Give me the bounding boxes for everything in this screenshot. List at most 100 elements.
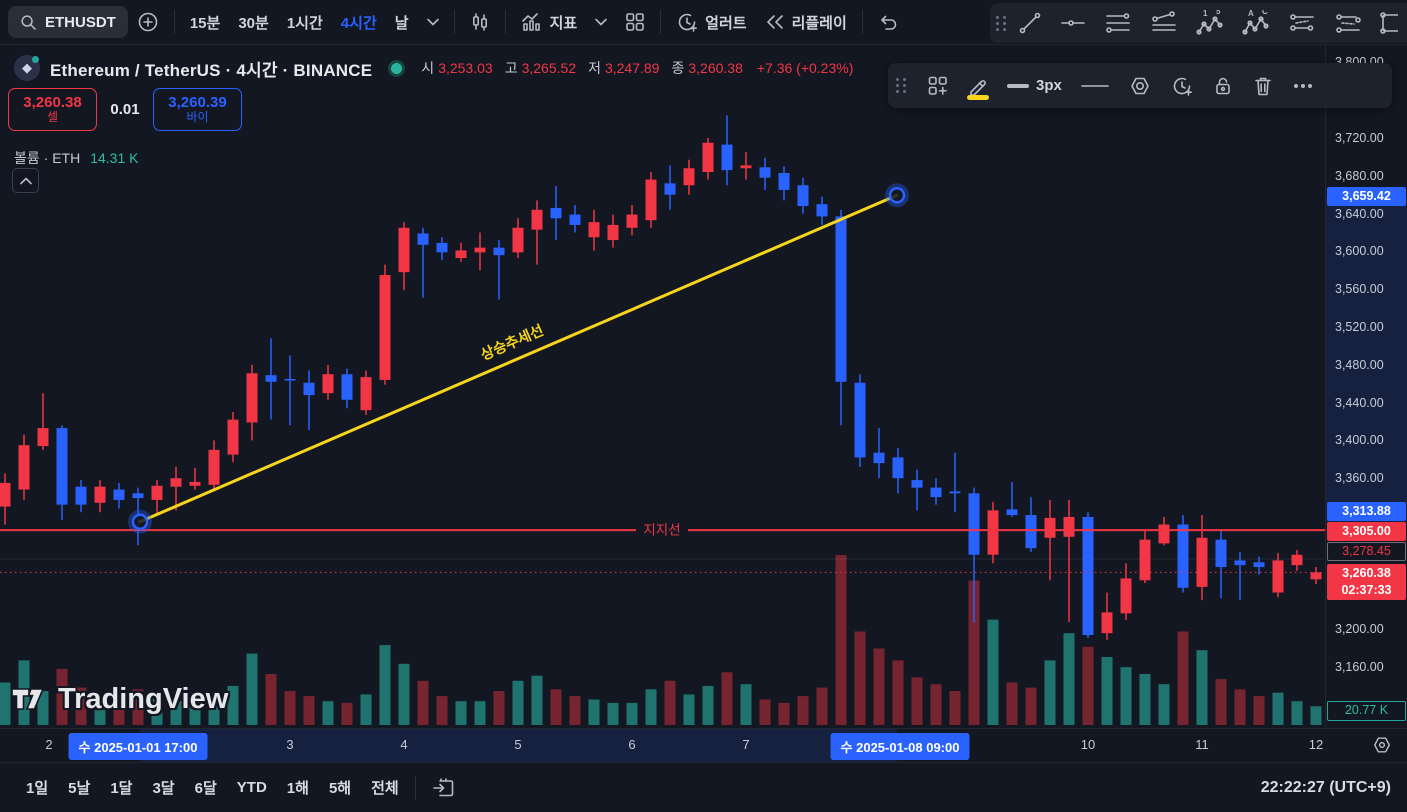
price-tick-label: 3,720.00 (1335, 131, 1384, 145)
flat-channel-tool[interactable] (1327, 6, 1369, 40)
price-axis[interactable]: 3,800.003,760.003,720.003,680.003,640.00… (1325, 45, 1407, 728)
drawing-template-button[interactable] (919, 68, 957, 104)
drawing-settings-button[interactable] (1120, 68, 1160, 104)
ohlc-values: 시 3,253.03 고 3,265.52 저 3,247.89 종 3,260.38 … (421, 58, 853, 78)
volume-bar (892, 660, 904, 725)
toolbar-divider (504, 10, 506, 34)
range-1m[interactable]: 1달 (110, 780, 133, 797)
horizontal-ray-tool[interactable] (1053, 6, 1093, 40)
timeframe-4h[interactable]: 4시간 (340, 14, 377, 32)
trend-line-drawing[interactable] (138, 193, 899, 524)
trend-line-handle[interactable] (888, 186, 906, 204)
buy-button[interactable]: 3,260.39 바이 (153, 88, 242, 131)
axis-settings-button[interactable] (1371, 735, 1393, 755)
candle-body (265, 375, 277, 382)
time-tick-label: 10 (1080, 737, 1096, 752)
volume-bar (360, 694, 372, 725)
volume-bar (1215, 679, 1227, 725)
price-tick-label: 3,600.00 (1335, 244, 1384, 258)
range-5d[interactable]: 5날 (68, 780, 91, 797)
volume-bar (759, 699, 771, 725)
chart-pane: 지지선 상승추세선 ◆ Ethereum / TetherUS · 4시간 · B… (0, 45, 1325, 728)
volume-legend-label[interactable]: 볼륨 · ETH (14, 150, 81, 166)
toolbar-divider (660, 10, 662, 34)
parallel-channel-tool[interactable] (1143, 6, 1185, 40)
indicator-templates-button[interactable] (586, 5, 616, 39)
volume-bar (1196, 650, 1208, 725)
range-3m[interactable]: 3달 (152, 780, 175, 797)
timeframe-1d[interactable]: 날 (394, 14, 409, 32)
drawing-panel-drag-handle[interactable] (996, 15, 1007, 31)
long-position-tool[interactable] (1373, 6, 1405, 40)
current-price-label: 3,260.38 02:37:33 (1327, 564, 1406, 600)
collapse-legend-button[interactable] (12, 168, 39, 193)
trend-line-handle-glow (885, 183, 909, 208)
volume-bar (1120, 667, 1132, 725)
volume-bar (626, 702, 638, 725)
timeframe-menu-button[interactable] (418, 5, 448, 39)
market-status-dot[interactable] (388, 59, 406, 77)
disjoint-channel-tool[interactable] (1281, 6, 1323, 40)
delete-drawing-button[interactable] (1244, 68, 1282, 104)
support-line-label[interactable]: 지지선 (643, 523, 680, 538)
volume-bar (740, 684, 752, 725)
replay-button[interactable]: 리플레이 (756, 5, 856, 39)
volume-bar (303, 696, 315, 725)
timeframe-30m[interactable]: 30분 (238, 14, 269, 32)
add-alert-on-drawing-button[interactable] (1162, 68, 1202, 104)
compare-add-button[interactable] (128, 5, 168, 39)
range-6m[interactable]: 6달 (194, 780, 217, 797)
volume-axis-label: 20.77 K (1327, 701, 1406, 721)
range-1d[interactable]: 1일 (26, 780, 49, 797)
more-options-button[interactable] (1284, 68, 1322, 104)
alert-button[interactable]: 얼러트 (667, 5, 755, 39)
quantity-field[interactable]: 0.01 (110, 101, 140, 118)
line-color-button[interactable] (959, 68, 997, 104)
trend-line-tool[interactable] (1011, 6, 1049, 40)
symbol-title[interactable]: Ethereum / TetherUS · 4시간 · BINANCE (50, 60, 373, 80)
toolbar-drag-handle[interactable] (896, 78, 907, 93)
volume-bar (1272, 692, 1284, 725)
candle-body (0, 482, 11, 507)
flat-channel-icon (1336, 14, 1361, 33)
range-1y[interactable]: 1해 (286, 780, 309, 797)
candle-body (113, 489, 125, 500)
volume-bar (474, 701, 486, 725)
sell-button[interactable]: 3,260.38 셀 (8, 88, 97, 131)
symbol-search-button[interactable]: ETHUSDT (8, 6, 128, 38)
lock-drawing-button[interactable] (1204, 68, 1242, 104)
line-width-button[interactable]: 3px (999, 68, 1070, 104)
volume-bar (94, 694, 106, 725)
undo-button[interactable] (869, 5, 907, 39)
volume-bar (1044, 660, 1056, 725)
time-tick-label: 12 (1308, 737, 1324, 752)
indicators-button[interactable]: 지표 (512, 5, 587, 39)
timeframe-15m[interactable]: 15분 (189, 14, 221, 32)
chart-style-button[interactable] (461, 5, 499, 39)
horizontal-lines-tool[interactable] (1097, 6, 1139, 40)
chart-canvas[interactable]: 지지선 상승추세선 (0, 45, 1325, 728)
candle-body (341, 374, 353, 400)
candle-body (417, 233, 429, 245)
trend-line-handle[interactable] (131, 513, 149, 531)
range-all[interactable]: 전체 (371, 780, 399, 797)
session-clock[interactable]: 22:22:27 (UTC+9) (1260, 778, 1391, 796)
volume-bar (1291, 701, 1303, 725)
time-axis[interactable]: 2 3 4 5 6 7 10 11 12 수 2025-01-01 17:00 수 2025-01-… (0, 728, 1407, 762)
go-to-date-button[interactable] (422, 772, 464, 804)
candle-body (1044, 517, 1056, 538)
range-ytd[interactable]: YTD (236, 779, 267, 796)
range-5y[interactable]: 5해 (328, 780, 352, 797)
trend-line-label[interactable]: 상승추세선 (478, 322, 546, 364)
layout-grid-icon (626, 13, 644, 31)
line-style-button[interactable] (1072, 68, 1118, 104)
timeframe-1h[interactable]: 1시간 (286, 14, 323, 32)
low-value: 3,247.89 (604, 60, 660, 76)
volume-bar (455, 701, 467, 725)
candle-body (75, 486, 87, 505)
layout-grid-button[interactable] (616, 5, 654, 39)
candle-body (664, 183, 676, 195)
price-tick-label: 3,520.00 (1335, 320, 1384, 334)
